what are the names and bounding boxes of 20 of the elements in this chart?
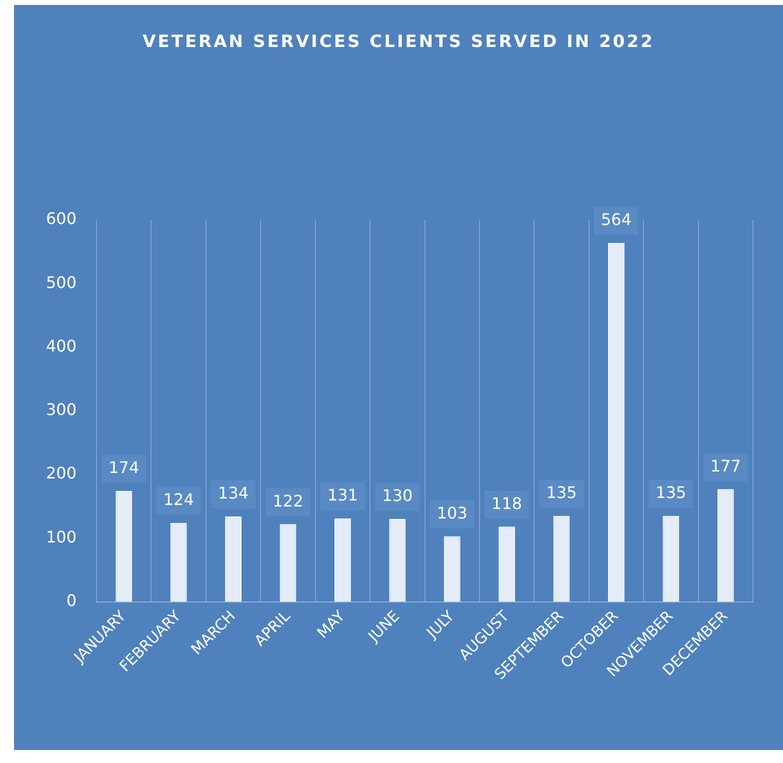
data-label: 130 [382, 486, 413, 506]
data-label: 135 [656, 483, 686, 502]
y-tick-label: 300 [46, 400, 77, 420]
data-label: 124 [163, 490, 194, 510]
data-label: 131 [327, 486, 358, 505]
data-label: 177 [710, 456, 741, 476]
data-label: 135 [546, 483, 577, 502]
data-label: 122 [272, 491, 304, 510]
data-label: 103 [436, 503, 468, 522]
y-tick-label: 100 [46, 527, 77, 546]
y-tick-label: 500 [46, 272, 77, 292]
data-label: 564 [600, 210, 632, 230]
y-tick-label: 0 [66, 590, 77, 610]
y-tick-label: 600 [46, 209, 77, 228]
data-label: 134 [218, 484, 249, 503]
chart-title: VETERAN SERVICES CLIENTS SERVED IN 2022 [142, 32, 656, 52]
data-label: 174 [108, 458, 140, 478]
data-label: 118 [492, 494, 522, 513]
y-tick-label: 400 [46, 336, 77, 356]
y-tick-label: 200 [46, 464, 77, 483]
